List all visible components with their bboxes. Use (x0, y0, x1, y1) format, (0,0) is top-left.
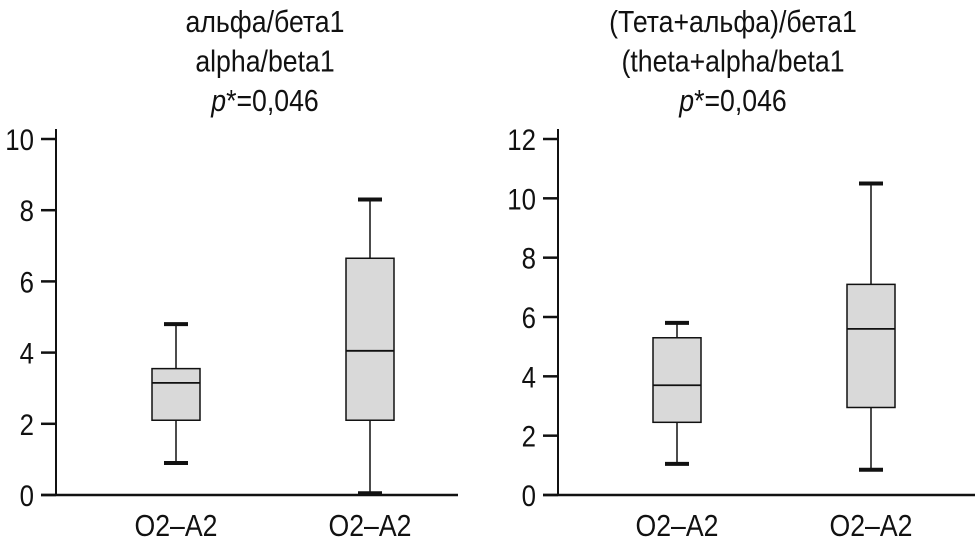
chart-title-line: (theta+alpha/beta1 (621, 45, 844, 79)
y-tick-label: 6 (522, 301, 536, 334)
iqr-box (151, 367, 201, 421)
iqr-box (345, 257, 395, 421)
box-plot-1 (151, 322, 201, 465)
y-tick-label: 8 (522, 242, 536, 275)
box-plot-2 (846, 181, 896, 472)
chart-panel-2: (Тета+альфа)/бета1 (theta+alpha/beta1 p*=0… (507, 5, 975, 542)
p-value-text: *=0,046 (694, 84, 787, 118)
p-value-label: p*=0,046 (210, 84, 318, 118)
y-tick-label: 0 (522, 479, 536, 512)
iqr-box (846, 283, 896, 409)
y-tick-label: 4 (522, 361, 536, 394)
p-symbol: p (678, 84, 694, 118)
chart-title-line: (Тета+альфа)/бета1 (609, 5, 857, 39)
y-tick-label: 4 (20, 337, 34, 370)
y-tick-label: 12 (507, 123, 536, 156)
x-category-label: O2–A2 (830, 509, 913, 542)
p-value-label: p*=0,046 (678, 84, 786, 118)
y-tick-label: 2 (522, 420, 536, 453)
chart-panel-1: альфа/бета1 alpha/beta1 p*=0,046 0 2 4 6 8 10 O2–… (5, 5, 458, 542)
y-tick-label: 2 (20, 408, 34, 441)
x-category-label: O2–A2 (135, 509, 218, 542)
y-tick-label: 0 (20, 479, 34, 512)
p-value-text: *=0,046 (226, 84, 319, 118)
p-symbol: p (210, 84, 226, 118)
chart-title-line: альфа/бета1 (186, 5, 345, 39)
y-tick-label: 10 (5, 123, 34, 156)
box-plot-1 (652, 320, 702, 466)
x-category-label: O2–A2 (329, 509, 412, 542)
iqr-box (652, 337, 702, 424)
x-category-label: O2–A2 (636, 509, 719, 542)
y-tick-label: 10 (507, 183, 536, 216)
chart-title-line: alpha/beta1 (195, 45, 334, 79)
y-tick-label: 8 (20, 194, 34, 227)
y-tick-label: 6 (20, 266, 34, 299)
box-plot-2 (345, 197, 395, 496)
